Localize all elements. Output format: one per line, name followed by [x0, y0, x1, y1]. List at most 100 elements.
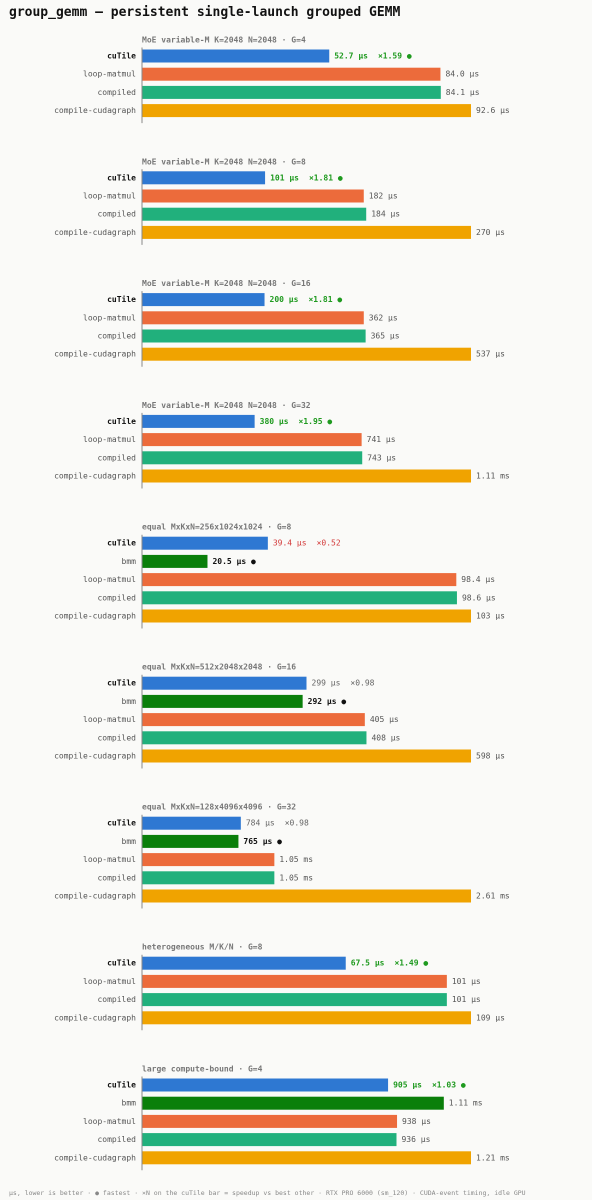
category-label: bmm — [122, 697, 137, 706]
value-label: 905 µs — [393, 1081, 422, 1090]
speedup-label: ×1.81 ● — [308, 295, 342, 304]
group-title: large compute-bound · G=4 — [142, 1065, 263, 1074]
value-label: 405 µs — [370, 715, 399, 724]
bar — [142, 1011, 471, 1025]
value-label: 380 µs — [260, 417, 289, 426]
bar — [142, 609, 471, 623]
speedup-label: ×0.52 — [317, 539, 341, 548]
bar — [142, 49, 330, 63]
value-label: 1.11 ms — [449, 1099, 483, 1108]
category-label: cuTile — [107, 172, 136, 182]
value-label: 936 µs — [401, 1135, 430, 1144]
category-label: compile-cudagraph — [54, 612, 136, 621]
group-title: MoE variable-M K=2048 N=2048 · G=4 — [142, 35, 306, 45]
category-label: compiled — [97, 733, 136, 742]
bar — [142, 451, 363, 465]
speedup-label: ×0.98 — [285, 819, 309, 828]
value-label: 408 µs — [371, 733, 400, 742]
value-label: 362 µs — [369, 313, 398, 322]
category-label: bmm — [122, 837, 137, 846]
value-label: 1.11 ms — [476, 472, 510, 481]
category-label: compile-cudagraph — [54, 1013, 136, 1022]
category-label: loop-matmul — [83, 192, 136, 201]
category-label: loop-matmul — [83, 70, 136, 79]
category-label: compiled — [97, 453, 136, 462]
category-label: compiled — [97, 88, 136, 97]
group-title: MoE variable-M K=2048 N=2048 · G=32 — [142, 400, 311, 410]
value-label: 765 µs ● — [243, 837, 282, 846]
value-label: 1.05 ms — [279, 855, 313, 864]
value-label: 84.1 µs — [446, 88, 480, 97]
value-label: 182 µs — [369, 192, 398, 201]
value-label: 741 µs — [367, 435, 396, 444]
bar — [142, 1078, 389, 1092]
category-label: loop-matmul — [83, 715, 136, 724]
category-label: compile-cudagraph — [54, 472, 136, 481]
group-title: MoE variable-M K=2048 N=2048 · G=16 — [142, 278, 311, 288]
category-label: loop-matmul — [83, 313, 136, 322]
value-label: 92.6 µs — [476, 106, 510, 115]
category-label: compile-cudagraph — [54, 752, 136, 761]
value-label: 2.61 ms — [476, 892, 510, 901]
category-label: cuTile — [107, 294, 136, 304]
group-title: heterogeneous M/K/N · G=8 — [142, 943, 263, 952]
value-label: 365 µs — [371, 332, 400, 341]
value-label: 1.21 ms — [476, 1153, 510, 1162]
category-label: cuTile — [107, 51, 136, 61]
bar — [142, 554, 208, 568]
bar — [142, 871, 275, 885]
category-label: cuTile — [107, 958, 136, 968]
bar — [142, 713, 365, 727]
speedup-label: ×0.98 — [350, 679, 374, 688]
category-label: compile-cudagraph — [54, 1153, 136, 1162]
category-label: compiled — [97, 593, 136, 602]
bar — [142, 311, 364, 325]
value-label: 101 µs — [452, 977, 481, 986]
category-label: compile-cudagraph — [54, 106, 136, 115]
speedup-label: ×1.49 ● — [394, 959, 428, 968]
bar — [142, 414, 255, 428]
value-label: 84.0 µs — [445, 70, 479, 79]
category-label: loop-matmul — [83, 1117, 136, 1126]
value-label: 200 µs — [270, 295, 299, 304]
bar — [142, 731, 367, 745]
bar — [142, 1096, 444, 1110]
category-label: compiled — [97, 873, 136, 882]
bar — [142, 694, 303, 708]
bar — [142, 816, 241, 830]
value-label: 299 µs — [312, 679, 341, 688]
bar — [142, 573, 457, 587]
speedup-label: ×1.59 ● — [378, 52, 412, 61]
bar — [142, 347, 471, 361]
category-label: loop-matmul — [83, 977, 136, 986]
bar — [142, 536, 268, 550]
value-label: 784 µs — [246, 819, 275, 828]
category-label: compiled — [97, 1135, 136, 1144]
value-label: 292 µs ● — [308, 697, 347, 706]
category-label: cuTile — [107, 538, 136, 548]
category-label: bmm — [122, 557, 137, 566]
bar — [142, 67, 441, 81]
category-label: compiled — [97, 995, 136, 1004]
category-label: compiled — [97, 210, 136, 219]
category-label: loop-matmul — [83, 435, 136, 444]
value-label: 537 µs — [476, 350, 505, 359]
bar — [142, 293, 265, 307]
bar — [142, 889, 471, 903]
bar — [142, 171, 266, 185]
bar — [142, 85, 441, 99]
value-label: 101 µs — [270, 173, 299, 182]
value-label: 103 µs — [476, 612, 505, 621]
bar — [142, 469, 471, 483]
group-title: MoE variable-M K=2048 N=2048 · G=8 — [142, 156, 306, 166]
value-label: 270 µs — [476, 228, 505, 237]
bar — [142, 207, 367, 221]
value-label: 98.4 µs — [461, 575, 495, 584]
value-label: 743 µs — [367, 453, 396, 462]
value-label: 938 µs — [402, 1117, 431, 1126]
bar — [142, 853, 275, 867]
bar — [142, 591, 457, 605]
category-label: compiled — [97, 332, 136, 341]
bar — [142, 189, 364, 203]
speedup-label: ×1.03 ● — [432, 1081, 466, 1090]
